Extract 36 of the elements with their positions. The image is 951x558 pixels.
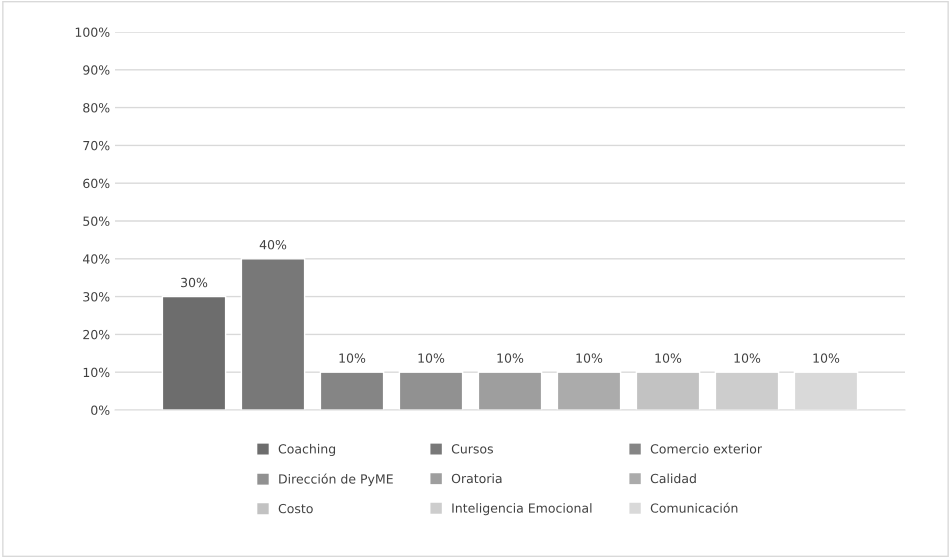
y-tick-label: 0%: [91, 405, 110, 415]
data-label: 10%: [576, 353, 602, 363]
legend-label: Coaching: [278, 444, 336, 456]
data-label: 10%: [497, 353, 524, 363]
data-label: 40%: [260, 240, 286, 250]
data-label: 10%: [418, 353, 444, 363]
bar: [240, 258, 306, 410]
legend-label: Comunicación: [650, 502, 738, 513]
data-label: 10%: [655, 353, 682, 363]
data-label: 10%: [339, 353, 366, 363]
legend-label: Calidad: [650, 474, 696, 484]
legend-label: Comercio exterior: [650, 444, 762, 454]
y-tick-label: 70%: [83, 140, 110, 150]
bar: [636, 372, 700, 410]
legend-label: Dirección de PyME: [279, 474, 393, 486]
legend-label: Cursos: [452, 444, 493, 454]
bar: [162, 296, 226, 410]
y-tick-label: 20%: [83, 330, 110, 340]
y-tick-label: 10%: [84, 368, 110, 378]
data-label: 10%: [734, 353, 760, 363]
bar: [556, 372, 622, 410]
y-tick-label: 60%: [83, 178, 110, 188]
bar: [398, 372, 464, 410]
data-label: 10%: [813, 353, 840, 363]
y-tick-label: 80%: [83, 103, 110, 113]
bar: [478, 372, 542, 410]
legend-label: Inteligencia Emocional: [452, 503, 592, 516]
data-label: 30%: [181, 278, 208, 288]
bar: [320, 372, 384, 410]
y-tick-label: 30%: [83, 292, 110, 302]
legend-label: Costo: [278, 504, 313, 514]
y-tick-label: 100%: [76, 27, 110, 37]
y-tick-label: 50%: [83, 216, 110, 226]
y-tick-label: 90%: [83, 65, 110, 75]
legend-label: Oratoria: [452, 474, 502, 484]
y-tick-label: 40%: [82, 254, 110, 264]
